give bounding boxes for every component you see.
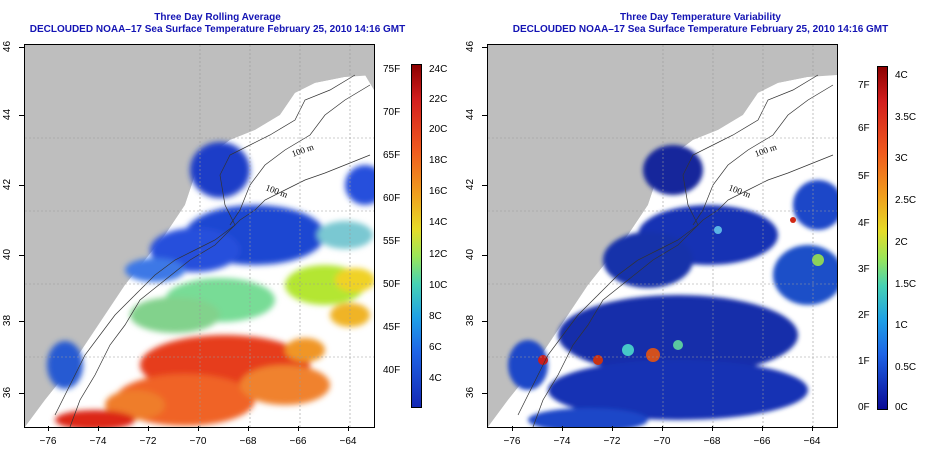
cb-f-label: 3F bbox=[858, 264, 870, 275]
x-tick: −76 bbox=[503, 436, 521, 447]
cb-c-label: 22C bbox=[429, 94, 448, 105]
cb-f-label: 70F bbox=[383, 107, 401, 118]
x-tick: −64 bbox=[803, 436, 821, 447]
y-tick: 40 bbox=[2, 248, 14, 261]
left-map-canvas: 100 m 100 m bbox=[25, 45, 374, 427]
x-tick: −72 bbox=[603, 436, 621, 447]
left-colorbar bbox=[411, 64, 422, 408]
right-panel: Three Day Temperature Variability DECLOU… bbox=[465, 0, 950, 475]
cb-f-label: 55F bbox=[383, 236, 401, 247]
right-map-canvas: 100 m 100 m bbox=[488, 45, 837, 427]
cb-c-label: 18C bbox=[429, 155, 448, 166]
cold-water-blob bbox=[190, 142, 250, 198]
y-tick: 46 bbox=[465, 40, 477, 53]
x-tick: −74 bbox=[553, 436, 571, 447]
x-tick: −64 bbox=[339, 436, 357, 447]
x-tick: −70 bbox=[653, 436, 671, 447]
x-tick: −70 bbox=[189, 436, 207, 447]
x-tick: −66 bbox=[753, 436, 771, 447]
x-tick: −76 bbox=[39, 436, 57, 447]
y-tick: 42 bbox=[2, 178, 14, 191]
cb-c-label: 6C bbox=[429, 342, 442, 353]
right-map: 100 m 100 m bbox=[487, 44, 838, 428]
cb-f-label: 2F bbox=[858, 310, 870, 321]
cb-c-label: 4C bbox=[895, 70, 908, 81]
depth-contours bbox=[54, 74, 371, 427]
x-tick: −68 bbox=[703, 436, 721, 447]
cb-c-label: 1.5C bbox=[895, 279, 917, 290]
cb-f-label: 50F bbox=[383, 279, 401, 290]
right-title-line2: DECLOUDED NOAA–17 Sea Surface Temperatur… bbox=[512, 24, 889, 35]
cb-f-label: 5F bbox=[858, 171, 870, 182]
island-land bbox=[365, 70, 374, 90]
y-tick: 36 bbox=[465, 386, 477, 399]
land-mass bbox=[25, 45, 374, 427]
cb-c-label: 0C bbox=[895, 402, 908, 413]
cb-f-label: 75F bbox=[383, 64, 401, 75]
cb-c-label: 10C bbox=[429, 280, 448, 291]
land-mass bbox=[488, 45, 837, 427]
cb-c-label: 1C bbox=[895, 320, 908, 331]
x-tick: −74 bbox=[89, 436, 107, 447]
cb-f-label: 1F bbox=[858, 356, 870, 367]
left-title-line1: Three Day Rolling Average bbox=[154, 12, 281, 23]
cb-f-label: 0F bbox=[858, 402, 870, 413]
cb-f-label: 60F bbox=[383, 193, 401, 204]
cb-c-label: 2.5C bbox=[895, 195, 917, 206]
y-tick: 38 bbox=[2, 314, 14, 327]
cb-c-label: 12C bbox=[429, 249, 448, 260]
cb-c-label: 24C bbox=[429, 64, 448, 75]
x-tick: −66 bbox=[289, 436, 307, 447]
right-title-line1: Three Day Temperature Variability bbox=[620, 12, 781, 23]
cb-c-label: 20C bbox=[429, 124, 448, 135]
cb-c-label: 0.5C bbox=[895, 362, 917, 373]
cb-c-label: 14C bbox=[429, 217, 448, 228]
cb-f-label: 65F bbox=[383, 150, 401, 161]
contour-label-2: 100 m bbox=[264, 182, 289, 199]
cb-c-label: 8C bbox=[429, 311, 442, 322]
cb-c-label: 4C bbox=[429, 373, 442, 384]
left-title-line2: DECLOUDED NOAA–17 Sea Surface Temperatur… bbox=[29, 24, 406, 35]
cb-f-label: 7F bbox=[858, 80, 870, 91]
cb-f-label: 6F bbox=[858, 123, 870, 134]
left-panel: Three Day Rolling Average DECLOUDED NOAA… bbox=[2, 12, 448, 447]
cb-c-label: 16C bbox=[429, 186, 448, 197]
depth-contours bbox=[517, 74, 834, 427]
y-tick: 36 bbox=[2, 386, 14, 399]
x-tick: −68 bbox=[239, 436, 257, 447]
y-tick: 44 bbox=[2, 108, 14, 121]
y-tick: 42 bbox=[465, 178, 477, 191]
hotspots bbox=[538, 217, 824, 365]
left-map: 100 m 100 m bbox=[24, 44, 375, 428]
cb-f-label: 45F bbox=[383, 322, 401, 333]
variability-blob bbox=[643, 145, 703, 195]
cb-f-label: 4F bbox=[858, 218, 870, 229]
y-tick: 40 bbox=[465, 248, 477, 261]
cb-c-label: 3C bbox=[895, 153, 908, 164]
cb-c-label: 3.5C bbox=[895, 112, 917, 123]
y-tick: 44 bbox=[465, 108, 477, 121]
right-colorbar bbox=[877, 66, 888, 410]
contour-label-2: 100 m bbox=[727, 182, 752, 199]
cb-c-label: 2C bbox=[895, 237, 908, 248]
cb-f-label: 40F bbox=[383, 365, 401, 376]
x-tick: −72 bbox=[139, 436, 157, 447]
y-tick: 46 bbox=[2, 40, 14, 53]
y-tick: 38 bbox=[465, 314, 477, 327]
